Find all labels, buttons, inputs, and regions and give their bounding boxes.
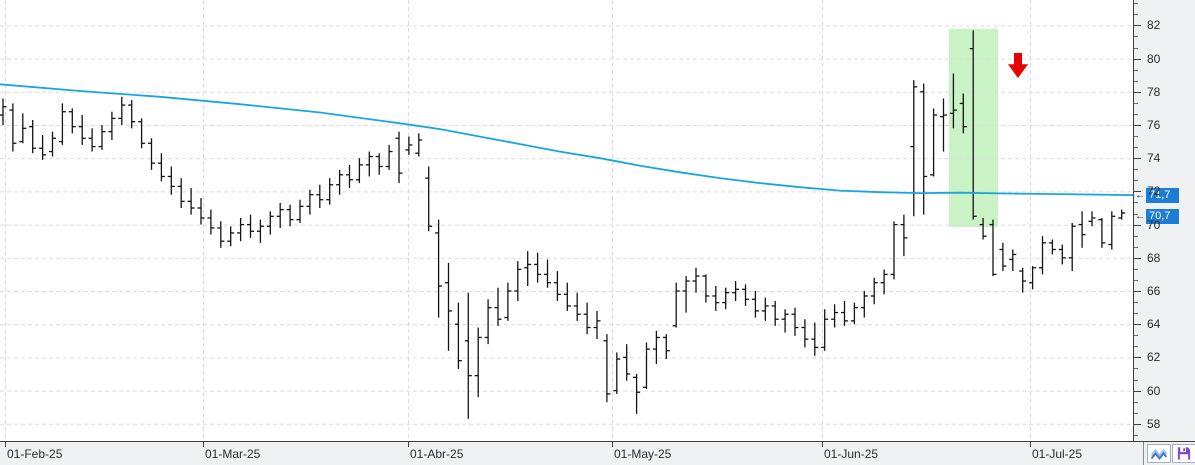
- gridlines: [0, 0, 1133, 441]
- y-axis-tick: [1134, 25, 1141, 26]
- y-axis-tick: [1134, 291, 1141, 292]
- y-axis-label: 68: [1147, 251, 1161, 265]
- y-axis-label: 82: [1147, 18, 1161, 32]
- x-axis-label: 01-Feb-25: [7, 447, 63, 461]
- save-icon: [1177, 447, 1191, 460]
- x-axis-tick: [1030, 442, 1031, 447]
- last-price-arrow-icon: ←: [1135, 211, 1145, 222]
- y-axis-minor-tick: [1134, 368, 1138, 369]
- y-axis-minor-tick: [1134, 435, 1138, 436]
- y-axis-minor-tick: [1134, 114, 1138, 115]
- y-axis-label: 58: [1147, 417, 1161, 431]
- y-axis-tick: [1134, 92, 1141, 93]
- indicator-button[interactable]: [1147, 444, 1171, 463]
- y-axis-minor-tick: [1134, 346, 1138, 347]
- y-axis-minor-tick: [1134, 136, 1138, 137]
- y-axis-label: 60: [1147, 384, 1161, 398]
- y-axis-minor-tick: [1134, 103, 1138, 104]
- y-axis-tick: [1134, 59, 1141, 60]
- y-axis-tick: [1134, 125, 1141, 126]
- y-axis-label: 78: [1147, 85, 1161, 99]
- y-axis-minor-tick: [1134, 14, 1138, 15]
- y-axis-label: 64: [1147, 317, 1161, 331]
- y-axis-minor-tick: [1134, 402, 1138, 403]
- x-axis-tick: [203, 442, 204, 447]
- price-chart-canvas[interactable]: [0, 0, 1133, 441]
- x-axis-tick: [822, 442, 823, 447]
- y-axis-label: 66: [1147, 284, 1161, 298]
- y-axis-tick: [1134, 191, 1141, 192]
- y-axis-minor-tick: [1134, 147, 1138, 148]
- zigzag-icon: [1150, 448, 1168, 460]
- y-axis-minor-tick: [1134, 70, 1138, 71]
- y-axis-minor-tick: [1134, 3, 1138, 4]
- x-axis-label: 01-Jun-25: [824, 447, 879, 461]
- y-axis-label: 72: [1147, 184, 1161, 198]
- x-axis-label: 01-May-25: [614, 447, 672, 461]
- x-axis-tick: [5, 442, 6, 447]
- x-axis-label: 01-Mar-25: [205, 447, 261, 461]
- y-axis-minor-tick: [1134, 214, 1138, 215]
- y-axis-tick: [1134, 357, 1141, 358]
- y-axis-minor-tick: [1134, 81, 1138, 82]
- y-axis-minor-tick: [1134, 180, 1138, 181]
- y-axis-minor-tick: [1134, 247, 1138, 248]
- y-axis-tick: [1134, 324, 1141, 325]
- y-axis-minor-tick: [1134, 202, 1138, 203]
- ohlc-bars: [0, 30, 1126, 419]
- moving-average-line: [0, 83, 1133, 196]
- y-axis-minor-tick: [1134, 36, 1138, 37]
- ma-price-badge: 71,7: [1146, 188, 1179, 203]
- y-axis-tick: [1134, 258, 1141, 259]
- y-axis-tick: [1134, 391, 1141, 392]
- price-axis[interactable]: ← ← 71,7 70,7 82 80 78 76 74 72 70 68 66 64 62 60 58: [1133, 0, 1195, 441]
- y-axis-minor-tick: [1134, 380, 1138, 381]
- y-axis-label: 80: [1147, 52, 1161, 66]
- y-axis-minor-tick: [1134, 169, 1138, 170]
- last-price-badge: 70,7: [1146, 209, 1179, 224]
- y-axis-minor-tick: [1134, 413, 1138, 414]
- y-axis-minor-tick: [1134, 280, 1138, 281]
- y-axis-minor-tick: [1134, 302, 1138, 303]
- axis-corner-divider: [1143, 442, 1144, 465]
- x-axis-label: 01-Abr-25: [410, 447, 464, 461]
- y-axis-minor-tick: [1134, 236, 1138, 237]
- y-axis-tick: [1134, 158, 1141, 159]
- y-axis-label: 62: [1147, 350, 1161, 364]
- sell-signal-arrow-icon: [1008, 53, 1028, 78]
- x-axis-tick: [408, 442, 409, 447]
- y-axis-label: 74: [1147, 151, 1161, 165]
- x-axis-label: 01-Jul-25: [1032, 447, 1083, 461]
- ma-price-arrow-icon: ←: [1135, 190, 1145, 201]
- x-axis-tick: [612, 442, 613, 447]
- y-axis-minor-tick: [1134, 269, 1138, 270]
- y-axis-minor-tick: [1134, 335, 1138, 336]
- y-axis-tick: [1134, 424, 1141, 425]
- y-axis-minor-tick: [1134, 48, 1138, 49]
- y-axis-tick: [1134, 225, 1141, 226]
- y-axis-label: 76: [1147, 118, 1161, 132]
- y-axis-label: 70: [1147, 218, 1161, 232]
- time-axis[interactable]: 01-Feb-25 01-Mar-25 01-Abr-25 01-May-25 01-J…: [0, 441, 1195, 465]
- save-button[interactable]: [1172, 444, 1195, 463]
- y-axis-minor-tick: [1134, 313, 1138, 314]
